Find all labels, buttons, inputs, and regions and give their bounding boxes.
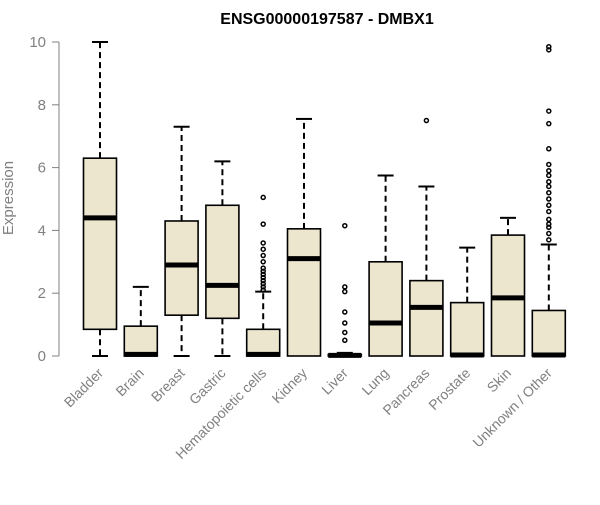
outlier-point xyxy=(546,178,552,185)
y-tick-label: 4 xyxy=(38,222,46,239)
y-tick-label: 10 xyxy=(29,34,46,51)
iqr-box xyxy=(205,204,240,320)
iqr-box xyxy=(245,328,281,357)
outlier-point xyxy=(260,259,266,265)
outlier-point xyxy=(342,284,348,290)
box-group xyxy=(123,285,159,357)
outlier-point xyxy=(260,246,266,252)
outlier-point xyxy=(342,320,348,326)
outlier-point xyxy=(546,183,552,190)
outlier-point xyxy=(546,221,552,227)
iqr-box xyxy=(123,325,159,357)
outlier-point xyxy=(546,167,552,174)
outlier-point xyxy=(260,281,266,287)
boxes xyxy=(82,41,567,358)
outlier-point xyxy=(546,208,552,215)
outlier-point xyxy=(546,230,552,237)
y-axis-label: Expression xyxy=(0,161,17,235)
iqr-box xyxy=(409,279,444,357)
outlier-point xyxy=(546,216,552,223)
outlier-point xyxy=(546,224,552,231)
box-group xyxy=(286,117,322,357)
outlier-point xyxy=(546,146,552,152)
outlier-point xyxy=(260,274,266,281)
outlier-point xyxy=(342,222,348,229)
outlier-point xyxy=(342,337,348,344)
box-group xyxy=(164,125,199,357)
outlier-point xyxy=(546,43,552,50)
outlier-point xyxy=(546,202,552,209)
outlier-point xyxy=(260,271,266,278)
outlier-point xyxy=(342,288,348,295)
iqr-box xyxy=(368,260,403,357)
y-tick-label: 8 xyxy=(38,97,46,114)
outlier-point xyxy=(423,117,430,124)
x-tick-label: Breast xyxy=(148,365,188,405)
x-tick-label: Skin xyxy=(484,365,515,396)
iqr-box xyxy=(449,301,485,357)
outlier-point xyxy=(342,309,348,315)
outlier-point xyxy=(546,120,552,127)
y-axis: 0 2 4 6 8 10 xyxy=(29,34,60,365)
outlier-point xyxy=(546,108,552,114)
box-group xyxy=(327,222,363,358)
outlier-point xyxy=(546,161,552,168)
iqr-box xyxy=(82,157,118,331)
outlier-point xyxy=(260,265,266,271)
outlier-point xyxy=(260,194,266,201)
x-tick-label: Brain xyxy=(112,365,146,399)
y-tick-label: 0 xyxy=(38,348,46,365)
outlier-point xyxy=(546,237,552,243)
iqr-box xyxy=(164,220,199,316)
chart-title: ENSG00000197587 - DMBX1 xyxy=(220,11,434,28)
outlier-point xyxy=(260,268,266,274)
box-group xyxy=(82,41,118,357)
outlier-point xyxy=(546,47,552,53)
box-group xyxy=(205,160,240,357)
x-tick-label: Bladder xyxy=(61,365,107,411)
x-tick-label: Kidney xyxy=(269,365,311,407)
iqr-box xyxy=(286,228,322,357)
outlier-point xyxy=(260,277,266,284)
outlier-point xyxy=(260,252,266,259)
x-tick-label: Prostate xyxy=(425,365,473,413)
box-group xyxy=(490,216,526,357)
x-tick-label: Lung xyxy=(358,365,391,398)
y-tick-label: 6 xyxy=(38,160,46,177)
outlier-point xyxy=(546,172,552,179)
y-tick-label: 2 xyxy=(38,285,46,302)
box-group xyxy=(368,174,403,357)
outlier-point xyxy=(260,221,266,227)
outlier-point xyxy=(342,329,348,336)
box-group xyxy=(449,246,485,358)
outlier-point xyxy=(260,240,266,246)
box-group xyxy=(531,43,567,358)
outlier-point xyxy=(546,189,552,196)
x-tick-label: Liver xyxy=(318,365,351,398)
iqr-box xyxy=(531,309,567,357)
outlier-point xyxy=(546,196,552,202)
outlier-point xyxy=(260,284,266,290)
box-group xyxy=(409,117,444,357)
outlier-point xyxy=(260,287,266,293)
box-group xyxy=(245,194,281,357)
